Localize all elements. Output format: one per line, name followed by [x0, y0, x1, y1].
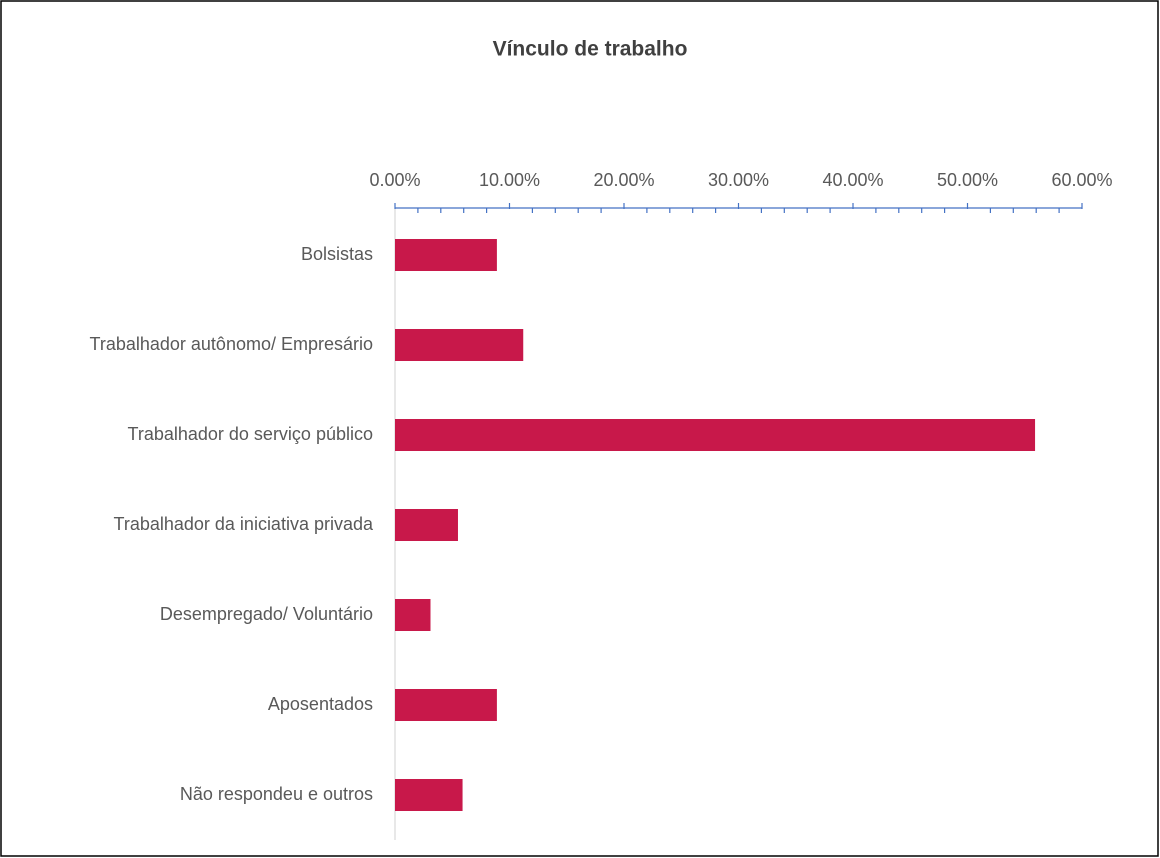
x-tick-label: 30.00% — [708, 170, 769, 190]
bar — [395, 779, 463, 811]
bar — [395, 509, 458, 541]
bar — [395, 329, 524, 361]
y-tick-label: Desempregado/ Voluntário — [160, 604, 373, 624]
x-tick-label: 0.00% — [369, 170, 420, 190]
y-tick-label: Trabalhador autônomo/ Empresário — [90, 334, 373, 354]
bar — [395, 599, 431, 631]
x-tick-label: 60.00% — [1051, 170, 1112, 190]
x-tick-label: 20.00% — [593, 170, 654, 190]
x-tick-label: 40.00% — [822, 170, 883, 190]
y-tick-label: Trabalhador do serviço público — [128, 424, 373, 444]
y-tick-label: Não respondeu e outros — [180, 784, 373, 804]
bar — [395, 689, 497, 721]
y-tick-label: Aposentados — [268, 694, 373, 714]
y-tick-label: Trabalhador da iniciativa privada — [114, 514, 374, 534]
bar — [395, 239, 497, 271]
chart-title: Vínculo de trabalho — [493, 38, 688, 61]
x-tick-label: 10.00% — [479, 170, 540, 190]
x-tick-label: 50.00% — [937, 170, 998, 190]
bar — [395, 419, 1036, 451]
y-tick-label: Bolsistas — [301, 244, 373, 264]
